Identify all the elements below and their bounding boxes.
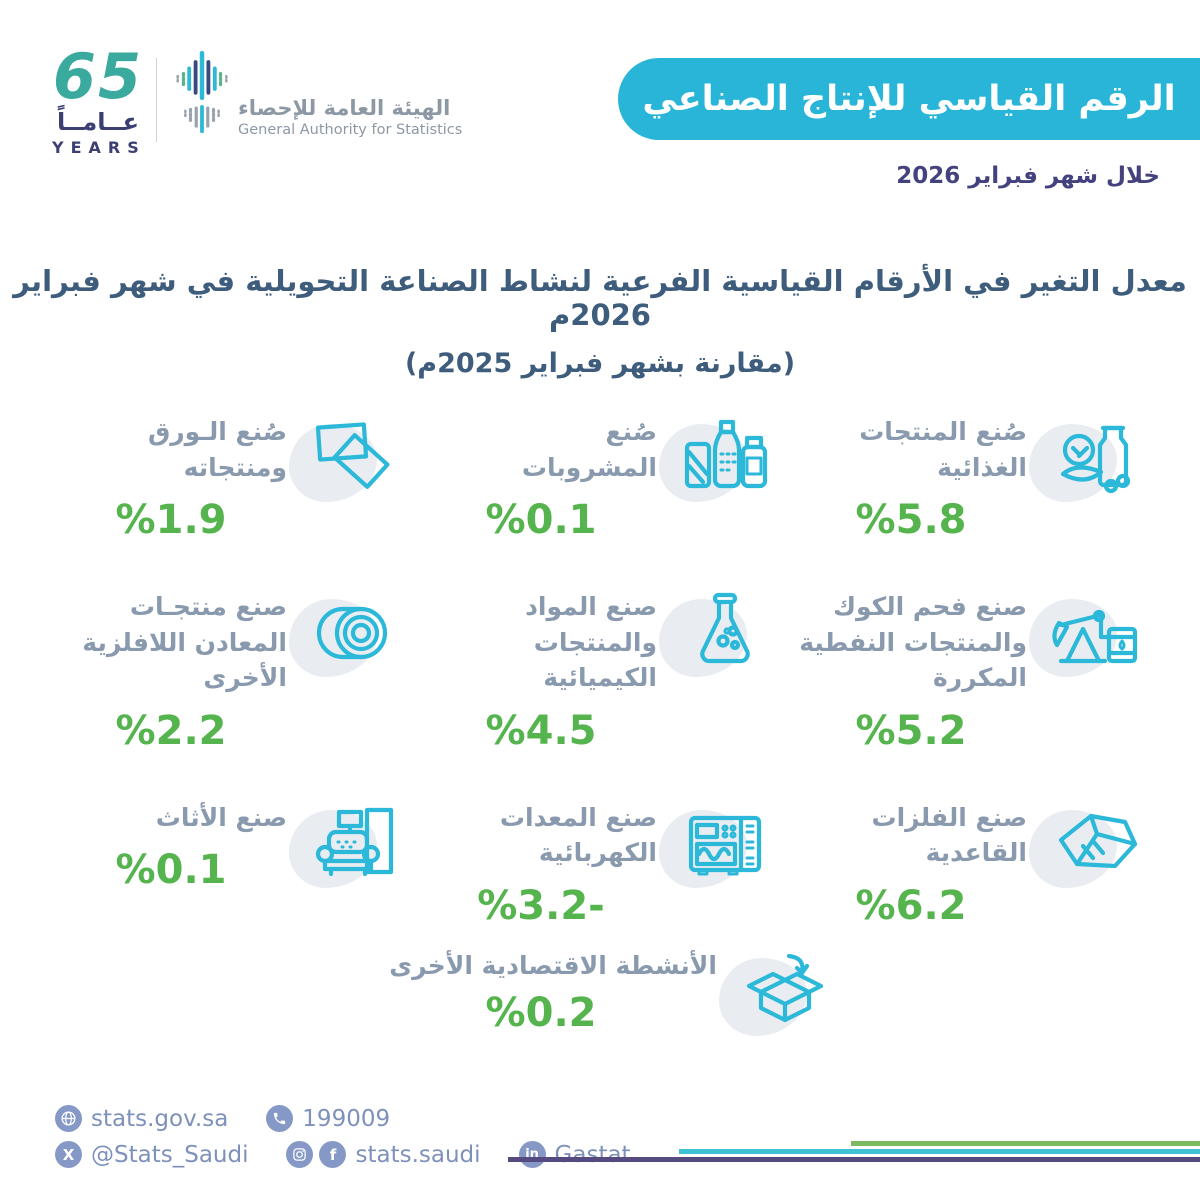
mineral-roll-icon xyxy=(287,583,405,695)
base-metal-icon xyxy=(1027,794,1145,906)
indicators-grid: صُنع المنتجات الغذائية %5.8 xyxy=(0,408,1200,929)
social-icons: f xyxy=(286,1141,347,1168)
authority-name-arabic: الهيئة العامة للإحصاء xyxy=(238,96,451,120)
footer-row-1: stats.gov.sa 199009 xyxy=(55,1105,631,1132)
food-products-icon xyxy=(1027,408,1145,520)
gastat-logo-text: الهيئة العامة للإحصاء General Authority … xyxy=(238,96,462,138)
website-text: stats.gov.sa xyxy=(91,1105,229,1132)
facebook-icon: f xyxy=(319,1141,347,1168)
indicator-label: صنع منتجـات المعادن اللافلزية الأخرى xyxy=(82,592,287,692)
indicator-label: صنع الفلزات القاعدية xyxy=(871,802,1027,868)
indicator-label: صنع المعدات الكهربائية xyxy=(499,802,657,868)
header-divider xyxy=(156,58,157,142)
anniversary-number: 65 xyxy=(52,40,144,113)
social-links[interactable]: f stats.saudi xyxy=(286,1141,481,1168)
furniture-icon xyxy=(287,794,405,906)
linkedin-text: Gastat xyxy=(554,1141,631,1168)
anniversary-english-label: YEARS xyxy=(52,138,146,157)
indicator-coke-petroleum: صنع فحم الكوك والمنتجات النفطية المكررة … xyxy=(795,583,1145,754)
twitter-text: @Stats_Saudi xyxy=(91,1141,249,1168)
indicator-electrical-equipment: صنع المعدات الكهربائية %3.2- xyxy=(425,794,775,929)
authority-name-english: General Authority for Statistics xyxy=(238,122,463,138)
indicator-value: %2.2 xyxy=(115,707,227,754)
indicator-other-activities: الأنشطة الاقتصادية الأخرى %0.2 xyxy=(365,942,835,1054)
indicator-chemicals: صنع المواد والمنتجات الكيميائية %4.5 xyxy=(425,583,775,754)
website-link[interactable]: stats.gov.sa xyxy=(55,1105,228,1132)
indicator-paper-products: صُنع الـورق ومنتجاته %1.9 xyxy=(55,408,405,543)
indicator-base-metals: صنع الفلزات القاعدية %6.2 xyxy=(795,794,1145,929)
paper-products-icon xyxy=(287,408,405,520)
linkedin-icon: in xyxy=(518,1141,546,1168)
bottom-stripe-teal xyxy=(679,1149,1200,1154)
chemical-flask-icon xyxy=(657,583,775,695)
indicator-label: صنع الأثاث xyxy=(155,802,287,832)
globe-icon xyxy=(55,1105,82,1132)
phone-text: 199009 xyxy=(302,1105,391,1132)
anniversary-logo: 65 عــامــاً YEARS xyxy=(52,40,146,158)
anniversary-arabic-label: عــامــاً xyxy=(56,108,140,136)
oil-pump-icon xyxy=(1027,583,1145,695)
indicator-value: %4.5 xyxy=(485,707,597,754)
main-title: معدل التغير في الأرقام القياسية الفرعية … xyxy=(0,264,1200,379)
footer-row-2: X @Stats_Saudi f stats.saudi in Ga xyxy=(55,1141,631,1168)
indicator-value: %3.2- xyxy=(477,882,605,929)
indicator-label: صنع فحم الكوك والمنتجات النفطية المكررة xyxy=(799,592,1027,692)
indicator-beverages: صُنع المشروبات %0.1 xyxy=(425,408,775,543)
indicator-value: %5.2 xyxy=(855,707,967,754)
beverages-icon xyxy=(657,408,775,520)
report-period: خلال شهر فبراير 2026 xyxy=(896,163,1160,189)
gastat-logo-icon xyxy=(170,48,234,148)
indicator-label: صُنع المنتجات الغذائية xyxy=(859,417,1027,482)
indicator-food-products: صُنع المنتجات الغذائية %5.8 xyxy=(795,408,1145,543)
linkedin-link[interactable]: in Gastat xyxy=(518,1141,631,1168)
indicator-value: %1.9 xyxy=(115,497,227,543)
indicator-label: صُنع المشروبات xyxy=(521,417,657,482)
bottom-stripe-green xyxy=(851,1141,1200,1146)
indicator-value: %0.2 xyxy=(485,989,597,1036)
indicator-value: %6.2 xyxy=(855,882,967,929)
indicator-label: صنع المواد والمنتجات الكيميائية xyxy=(525,592,657,692)
indicator-label: الأنشطة الاقتصادية الأخرى xyxy=(389,951,717,980)
bottom-stripe-purple xyxy=(508,1157,1200,1162)
x-twitter-icon: X xyxy=(55,1141,82,1168)
indicator-other-activities-wrap: الأنشطة الاقتصادية الأخرى %0.2 xyxy=(0,942,1200,1054)
icon-blob xyxy=(289,424,377,502)
title-banner: الرقم القياسي للإنتاج الصناعي xyxy=(618,58,1200,140)
indicator-value: %0.1 xyxy=(485,497,597,543)
indicator-label: صُنع الـورق ومنتجاته xyxy=(147,417,287,482)
social-text: stats.saudi xyxy=(355,1141,481,1168)
phone-icon xyxy=(266,1105,294,1132)
twitter-link[interactable]: X @Stats_Saudi xyxy=(55,1141,248,1168)
footer-contacts: stats.gov.sa 199009 X @Stats_Saudi xyxy=(55,1105,631,1168)
indicator-value: %5.8 xyxy=(855,497,967,543)
phone-contact[interactable]: 199009 xyxy=(266,1105,390,1132)
main-title-line1: معدل التغير في الأرقام القياسية الفرعية … xyxy=(13,264,1187,332)
other-activities-box-icon xyxy=(717,942,835,1054)
indicator-nonmetallic-minerals: صنع منتجـات المعادن اللافلزية الأخرى %2.… xyxy=(55,583,405,754)
electrical-equipment-icon xyxy=(657,794,775,906)
indicator-value: %0.1 xyxy=(115,847,227,893)
instagram-icon xyxy=(286,1141,314,1168)
banner-title: الرقم القياسي للإنتاج الصناعي xyxy=(642,79,1176,119)
main-title-line2: (مقارنة بشهر فبراير 2025م) xyxy=(404,348,796,379)
indicator-furniture: صنع الأثاث %0.1 xyxy=(55,794,405,929)
